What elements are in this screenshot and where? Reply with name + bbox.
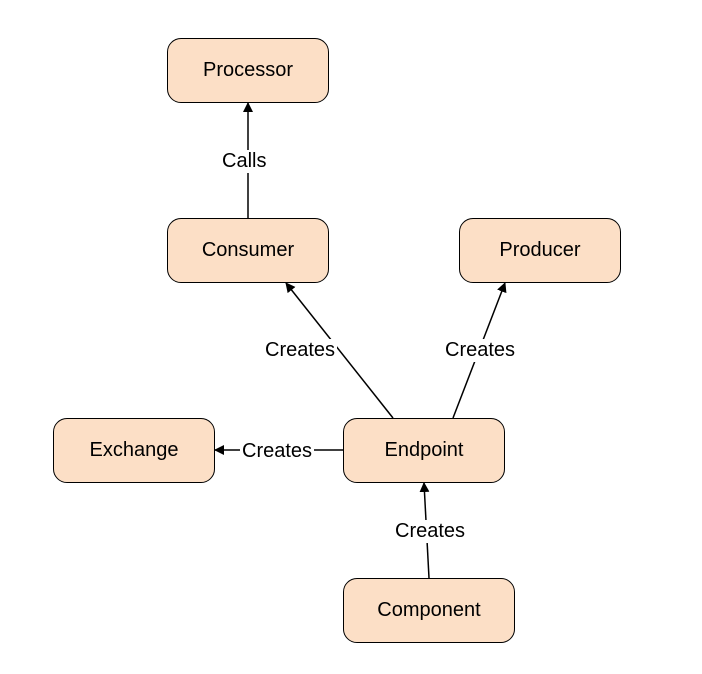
diagram-canvas: Processor Consumer Producer Exchange End…	[0, 0, 702, 674]
node-label: Consumer	[202, 239, 294, 262]
node-producer: Producer	[459, 218, 621, 283]
edge-label-endpoint-exchange: Creates	[240, 440, 314, 463]
node-label: Producer	[499, 239, 580, 262]
node-processor: Processor	[167, 38, 329, 103]
edge-label-endpoint-consumer: Creates	[263, 339, 337, 362]
node-consumer: Consumer	[167, 218, 329, 283]
node-exchange: Exchange	[53, 418, 215, 483]
node-label: Endpoint	[385, 439, 464, 462]
node-endpoint: Endpoint	[343, 418, 505, 483]
node-label: Exchange	[90, 439, 179, 462]
edges-layer	[0, 0, 702, 674]
node-label: Processor	[203, 59, 293, 82]
edge-label-component-endpoint: Creates	[393, 520, 467, 543]
node-label: Component	[377, 599, 480, 622]
edge-label-endpoint-producer: Creates	[443, 339, 517, 362]
node-component: Component	[343, 578, 515, 643]
edge-label-consumer-processor: Calls	[220, 150, 268, 173]
